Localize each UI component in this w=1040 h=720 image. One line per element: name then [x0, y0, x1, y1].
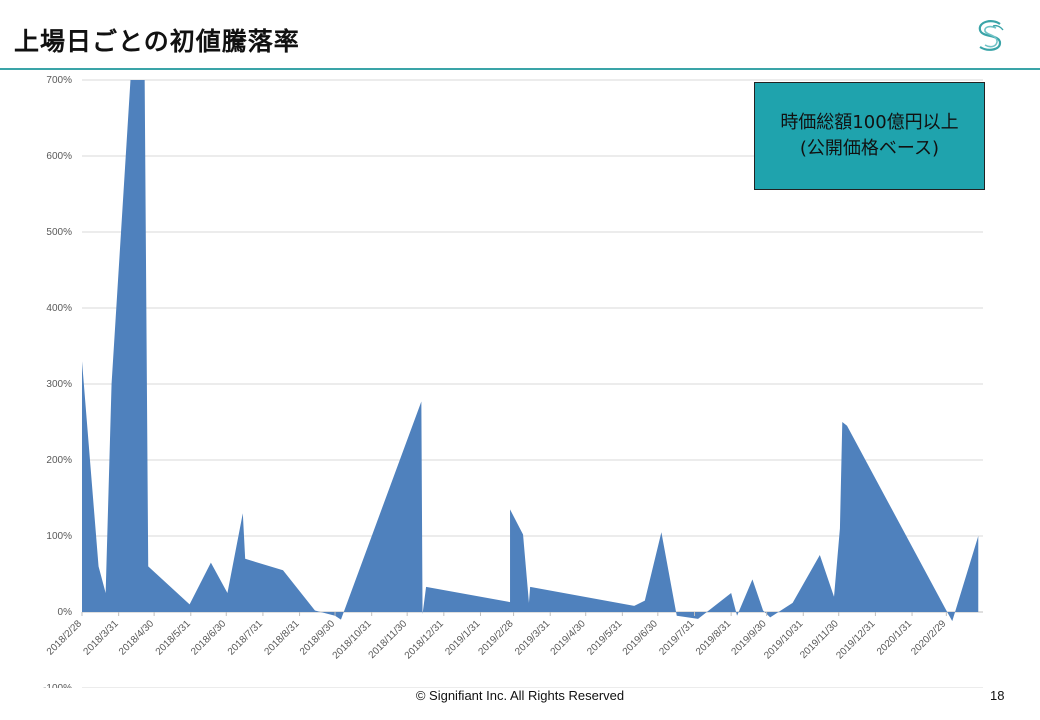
x-tick-label: 2019/5/31 — [585, 618, 625, 658]
note-line-1: 時価総額100億円以上 — [780, 112, 959, 133]
signifiant-logo-icon — [978, 20, 1004, 51]
note-line-2: (公開価格ベース) — [799, 138, 940, 159]
x-tick-label: 2019/4/30 — [549, 618, 589, 658]
x-tick-label: 2018/2/28 — [45, 618, 85, 658]
area-series — [82, 80, 979, 622]
x-tick-label: 2018/8/31 — [262, 618, 302, 658]
x-tick-label: 2020/2/29 — [909, 618, 949, 658]
y-tick-label: -100% — [43, 683, 72, 688]
x-tick-label: 2018/6/30 — [189, 618, 229, 658]
market-cap-note: 時価総額100億円以上 (公開価格ベース) — [754, 82, 985, 190]
page-number: 18 — [990, 688, 1005, 703]
x-tick-label: 2020/1/31 — [875, 618, 915, 658]
x-tick-label: 2018/7/31 — [226, 618, 266, 658]
y-tick-label: 500% — [46, 227, 72, 238]
x-tick-label: 2019/3/31 — [513, 618, 553, 658]
y-tick-label: 0% — [58, 607, 73, 618]
y-tick-label: 100% — [46, 531, 72, 542]
area-fill — [82, 80, 979, 622]
page-title: 上場日ごとの初値騰落率 — [14, 27, 300, 56]
y-tick-label: 300% — [46, 379, 72, 390]
x-tick-label: 2019/8/31 — [694, 618, 734, 658]
chart: -100% 0% 100% 200% 300% 400% 500% 600% 700% 2018… — [43, 75, 983, 688]
x-tick-label: 2018/4/30 — [117, 618, 157, 658]
x-tick-label: 2018/12/31 — [403, 618, 446, 661]
x-tick-label: 2019/2/28 — [476, 618, 516, 658]
y-tick-label: 600% — [46, 151, 72, 162]
x-axis: 2018/2/282018/3/312018/4/302018/5/312018… — [45, 612, 949, 662]
y-axis: -100% 0% 100% 200% 300% 400% 500% 600% 700% — [43, 75, 72, 688]
x-tick-label: 2018/3/31 — [82, 618, 122, 658]
y-tick-label: 700% — [46, 75, 72, 86]
title-divider — [0, 68, 1040, 70]
x-tick-label: 2019/6/30 — [621, 618, 661, 658]
y-tick-label: 200% — [46, 455, 72, 466]
copyright-footer: © Signifiant Inc. All Rights Reserved — [415, 688, 625, 703]
x-tick-label: 2019/7/31 — [657, 618, 697, 658]
x-tick-label: 2018/5/31 — [154, 618, 194, 658]
x-tick-label: 2019/12/31 — [834, 618, 877, 661]
y-tick-label: 400% — [46, 303, 72, 314]
